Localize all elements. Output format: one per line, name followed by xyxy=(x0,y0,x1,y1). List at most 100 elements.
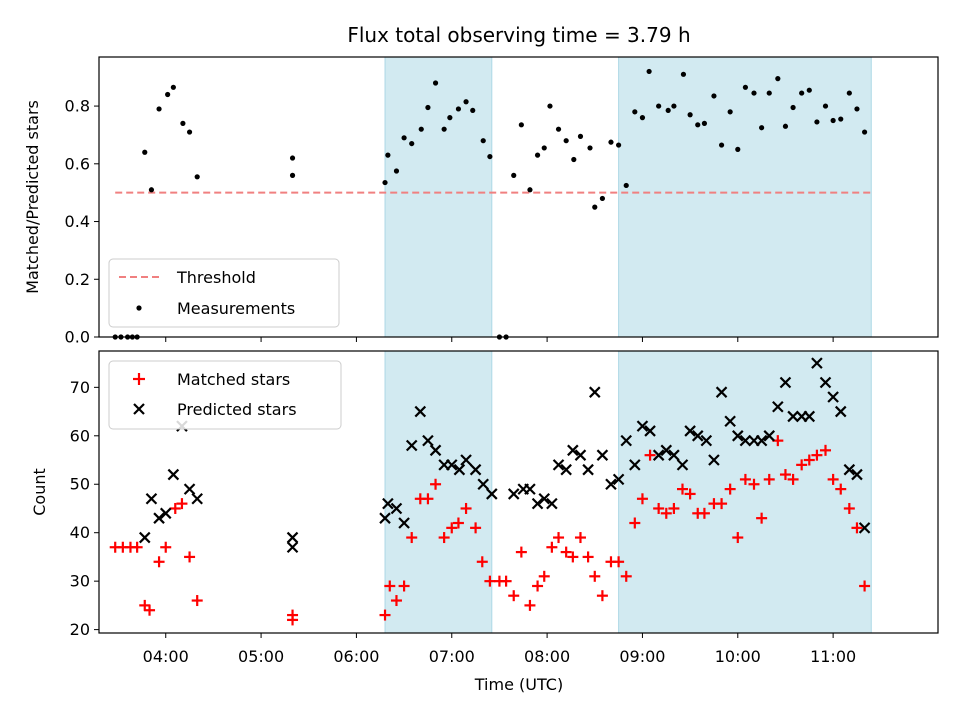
bottom-legend: Matched stars Predicted stars xyxy=(108,360,342,430)
matched-star-marker xyxy=(131,541,143,553)
predicted-star-marker xyxy=(724,415,736,428)
matched-star-marker xyxy=(582,551,594,563)
measurement-point xyxy=(165,91,171,98)
predicted-star-marker xyxy=(811,357,823,369)
matched-star-marker xyxy=(811,449,823,461)
matched-star-marker xyxy=(139,599,151,611)
predicted-star-marker xyxy=(445,459,458,471)
matched-star-marker xyxy=(676,483,688,495)
chart-title: Flux total observing time = 3.79 h xyxy=(347,23,690,47)
top-shaded-intervals xyxy=(384,56,872,338)
measurement-point xyxy=(854,106,860,112)
measurement-point xyxy=(680,71,687,77)
bottom-y-tick-label: 70 xyxy=(70,378,90,397)
bottom-y-tick-label: 60 xyxy=(70,426,90,445)
measurement-point xyxy=(563,138,569,144)
legend-threshold-label: Threshold xyxy=(176,268,256,287)
measurement-point xyxy=(180,120,186,126)
bottom-y-axis-label: Count xyxy=(30,468,49,516)
measurement-point xyxy=(455,106,462,112)
matched-star-marker xyxy=(716,498,728,510)
matched-star-marker xyxy=(560,546,572,558)
matched-star-marker xyxy=(698,507,710,519)
measurement-point xyxy=(806,87,812,93)
matched-star-marker xyxy=(620,570,632,582)
measurement-point xyxy=(541,145,547,151)
predicted-star-marker xyxy=(153,512,165,524)
matched-star-marker xyxy=(153,556,165,568)
bottom-legend-box xyxy=(108,360,342,430)
top-y-tick-label: 0.0 xyxy=(65,328,90,347)
matched-star-marker xyxy=(748,478,760,490)
bottom-shaded-intervals xyxy=(384,350,872,634)
bottom-plot-frame xyxy=(98,350,939,634)
predicted-star-marker xyxy=(574,449,587,461)
predicted-star-marker xyxy=(560,463,572,476)
x-axis-label: Time (UTC) xyxy=(474,675,563,694)
measurement-point xyxy=(639,115,646,121)
predicted-star-marker xyxy=(779,376,792,389)
bottom-predicted-markers xyxy=(138,357,871,554)
predicted-star-marker xyxy=(629,459,641,471)
measurement-point xyxy=(409,140,415,147)
matched-star-marker xyxy=(756,512,768,524)
predicted-star-marker xyxy=(858,522,871,534)
measurement-point xyxy=(577,133,584,139)
predicted-star-marker xyxy=(620,434,633,447)
measurement-point xyxy=(142,149,148,155)
measurement-point xyxy=(701,120,708,126)
matched-star-marker xyxy=(191,595,203,607)
matched-star-marker xyxy=(739,473,751,485)
measurement-point xyxy=(846,90,852,96)
top-y-tick-label: 0.2 xyxy=(65,270,90,289)
shaded-interval xyxy=(618,350,872,634)
measurement-point xyxy=(656,103,662,109)
measurement-point xyxy=(289,172,296,178)
measurement-point xyxy=(148,187,155,193)
x-tick-label: 06:00 xyxy=(333,647,379,666)
bottom-matched-markers xyxy=(109,435,871,626)
legend-measurements-label: Measurements xyxy=(177,299,295,318)
predicted-star-marker xyxy=(524,483,536,495)
matched-star-marker xyxy=(803,454,815,466)
predicted-star-marker xyxy=(453,463,466,476)
measurement-point xyxy=(616,142,622,148)
predicted-star-marker xyxy=(660,444,673,457)
measurement-point xyxy=(480,138,486,144)
predicted-star-marker xyxy=(708,454,720,466)
measurement-point xyxy=(511,172,517,178)
matched-star-marker xyxy=(732,532,744,544)
predicted-star-marker xyxy=(732,430,744,442)
predicted-star-marker xyxy=(739,434,752,447)
predicted-star-marker xyxy=(843,463,856,476)
measurement-point xyxy=(623,182,629,189)
measurement-point xyxy=(382,179,388,186)
top-legend-box xyxy=(108,258,340,328)
predicted-star-marker xyxy=(167,468,180,481)
measurement-point xyxy=(766,90,772,96)
predicted-star-marker xyxy=(652,449,665,461)
predicted-star-marker xyxy=(382,497,394,510)
predicted-star-marker xyxy=(422,434,434,447)
predicted-star-marker xyxy=(546,497,558,510)
predicted-star-marker xyxy=(398,517,410,529)
measurement-point xyxy=(425,104,431,111)
x-tick-label: 09:00 xyxy=(619,647,665,666)
measurement-point xyxy=(518,122,524,128)
predicted-star-marker xyxy=(183,483,196,495)
measurement-point xyxy=(646,68,652,75)
predicted-star-marker xyxy=(819,376,832,389)
matched-star-marker xyxy=(660,507,672,519)
matched-star-marker xyxy=(430,478,442,490)
x-tick-label: 07:00 xyxy=(429,647,475,666)
measurement-point xyxy=(782,123,789,129)
measurement-point xyxy=(527,187,533,193)
matched-star-marker xyxy=(613,556,625,568)
predicted-star-marker xyxy=(477,478,490,491)
matched-star-marker xyxy=(684,488,696,500)
predicted-star-marker xyxy=(507,488,520,500)
matched-star-marker xyxy=(524,599,536,611)
top-x-ticks xyxy=(165,337,834,342)
predicted-star-marker xyxy=(460,454,472,466)
measurement-point xyxy=(830,117,836,124)
